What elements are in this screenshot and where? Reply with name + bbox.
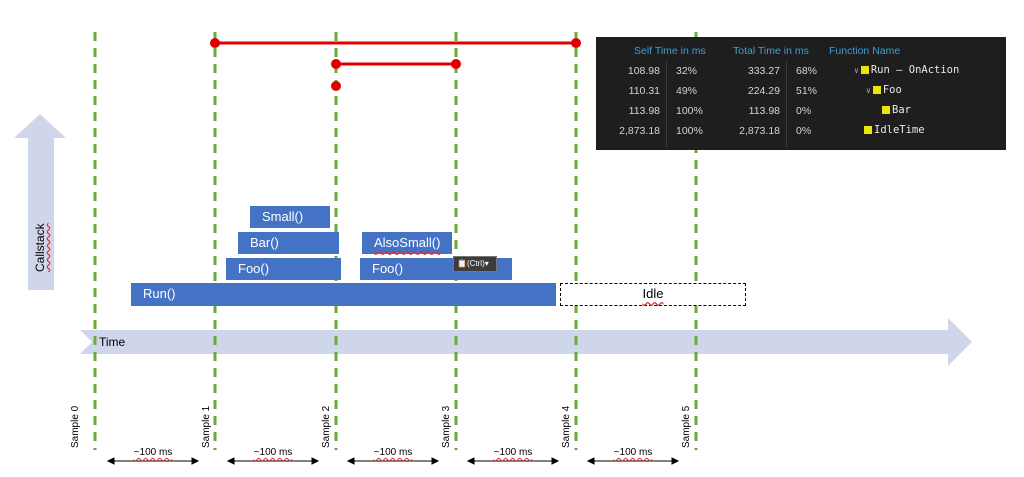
function-marker-icon: [872, 86, 881, 94]
function-name-cell: ∨ Foo: [866, 84, 902, 96]
interval-label-2: ~100 ms: [243, 447, 303, 458]
sample-label-3: Sample 3: [441, 405, 452, 448]
interval-arrow-2-left: [226, 457, 235, 465]
function-name-cell: ∨ Run – OnAction: [854, 64, 959, 76]
total-ms: 2,873.18: [739, 125, 780, 137]
self-pct: 100%: [676, 105, 703, 117]
total-pct: 51%: [796, 85, 818, 97]
interval-arrow-3-right: [431, 457, 440, 465]
time-label: Time: [99, 335, 126, 349]
also-small-box: AlsoSmall(): [362, 232, 452, 254]
sample-label-2: Sample 2: [321, 405, 332, 448]
profiler-table: Self Time in ms Total Time in ms Functio…: [596, 37, 1006, 150]
column-separator: [666, 61, 667, 147]
self-pct: 100%: [676, 125, 703, 137]
span-run-start: [210, 38, 220, 48]
self-ms: 113.98: [628, 105, 660, 117]
interval-arrow-1-right: [191, 457, 200, 465]
function-marker-icon: [882, 106, 890, 114]
interval-arrow-5-left: [586, 457, 595, 465]
sample-label-0: Sample 0: [70, 405, 81, 448]
also-small-label: AlsoSmall(): [374, 235, 441, 250]
self-pct: 32%: [676, 65, 698, 77]
span-bar-point: [331, 81, 341, 91]
total-ms: 113.98: [748, 105, 780, 117]
sample-label-5: Sample 5: [681, 405, 692, 448]
total-pct: 68%: [796, 65, 818, 77]
total-pct: 0%: [796, 125, 812, 137]
interval-text-4: ~100 ms: [493, 447, 533, 458]
total-ms: 333.27: [747, 65, 780, 77]
interval-text-1: ~100 ms: [133, 447, 173, 458]
function-name-cell: IdleTime: [864, 124, 925, 136]
interval-arrows: [106, 457, 680, 465]
time-arrow: [80, 318, 972, 366]
paste-options-label: (Ctrl): [466, 259, 485, 268]
paste-options-button[interactable]: 📋(Ctrl)▾: [453, 256, 497, 272]
chevron-down-icon: ▾: [484, 259, 489, 268]
function-name: Bar: [892, 104, 911, 116]
column-separator: [786, 61, 787, 147]
idle-label: Idle: [642, 286, 664, 301]
interval-label-4: ~100 ms: [483, 447, 543, 458]
function-marker-icon: [860, 66, 869, 74]
chevron-down-icon[interactable]: ∨: [854, 66, 859, 75]
header-self-time[interactable]: Self Time in ms: [634, 45, 706, 57]
total-pct: 0%: [796, 105, 812, 117]
sample-label-4: Sample 4: [561, 405, 572, 448]
self-pct: 49%: [676, 85, 698, 97]
interval-label-5: ~100 ms: [603, 447, 663, 458]
interval-arrow-1-left: [106, 457, 115, 465]
span-foo-start: [331, 59, 341, 69]
self-ms: 108.98: [627, 65, 660, 77]
interval-text-2: ~100 ms: [253, 447, 293, 458]
chevron-down-icon[interactable]: ∨: [866, 86, 871, 95]
total-ms: 224.29: [747, 85, 780, 97]
span-foo-end: [451, 59, 461, 69]
sample-label-1: Sample 1: [201, 405, 212, 448]
function-name: Foo: [882, 84, 902, 96]
interval-arrow-4-right: [551, 457, 560, 465]
self-ms: 110.31: [628, 85, 660, 97]
callstack-label: Callstack: [33, 223, 47, 272]
foo-box-1: Foo(): [226, 258, 341, 280]
interval-arrow-3-left: [346, 457, 355, 465]
run-box: Run(): [131, 283, 556, 306]
span-run-end: [571, 38, 581, 48]
clipboard-icon: 📋: [457, 259, 467, 268]
call-spans: [210, 38, 581, 91]
self-ms: 2,873.18: [619, 125, 660, 137]
header-function-name[interactable]: Function Name: [829, 45, 901, 57]
small-box: Small(): [250, 206, 330, 228]
interval-arrow-5-right: [671, 457, 680, 465]
function-marker-icon: [864, 126, 872, 134]
idle-box: Idle: [560, 283, 746, 306]
interval-text-5: ~100 ms: [613, 447, 653, 458]
interval-text-3: ~100 ms: [373, 447, 413, 458]
interval-label-1: ~100 ms: [123, 447, 183, 458]
function-name: IdleTime: [874, 124, 925, 136]
function-name-cell: Bar: [882, 104, 911, 116]
bar-box: Bar(): [238, 232, 339, 254]
interval-label-3: ~100 ms: [363, 447, 423, 458]
callstack-arrow: [14, 114, 66, 290]
function-name: Run – OnAction: [870, 64, 960, 76]
interval-arrow-2-right: [311, 457, 320, 465]
header-total-time[interactable]: Total Time in ms: [733, 45, 809, 57]
interval-arrow-4-left: [466, 457, 475, 465]
